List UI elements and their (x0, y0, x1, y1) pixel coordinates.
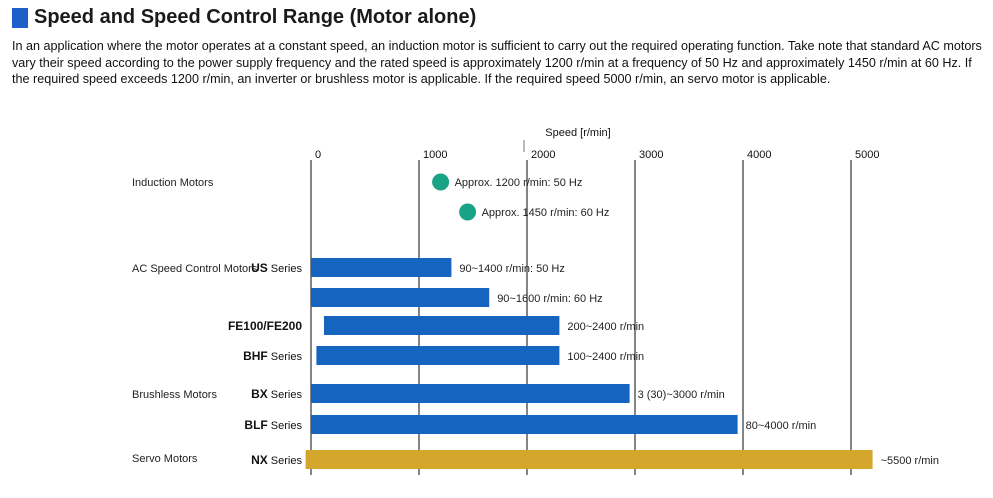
tick-label: 4000 (747, 149, 771, 161)
title-marker (12, 7, 28, 28)
point-label: Approx. 1450 r/min: 60 Hz (482, 207, 610, 219)
bar (311, 415, 738, 434)
bar-label: 90~1600 r/min: 60 Hz (497, 293, 602, 305)
series-label: BHF Series (243, 349, 302, 363)
group-label: Brushless Motors (132, 389, 217, 401)
series-suffix: Series (268, 420, 303, 432)
tick-label: 3000 (639, 149, 663, 161)
bar-label: 100~2400 r/min (567, 351, 644, 363)
bar (305, 450, 873, 469)
bar-label: ~5500 r/min (881, 455, 939, 467)
tick-label: 5000 (855, 149, 879, 161)
series-suffix: Series (268, 455, 303, 467)
tick-label: 1000 (423, 149, 447, 161)
bar (311, 384, 630, 403)
series-name: NX (251, 453, 268, 467)
bar (323, 316, 560, 335)
group-label: Servo Motors (132, 453, 198, 465)
series-suffix: Series (268, 263, 303, 275)
series-label: BX Series (251, 387, 302, 401)
group-label: AC Speed Control Motors (132, 263, 258, 275)
title-text: Speed and Speed Control Range (Motor alo… (34, 6, 477, 28)
tick-label: 0 (315, 149, 321, 161)
group-label: Induction Motors (132, 177, 214, 189)
bar-label: 80~4000 r/min (746, 420, 817, 432)
axis-title: Speed [r/min] (545, 127, 610, 139)
series-name: BX (251, 387, 268, 401)
series-name: BLF (244, 418, 267, 432)
data-point (459, 203, 477, 221)
bar (311, 258, 452, 277)
series-label: FE100/FE200 (228, 319, 302, 333)
bar (316, 346, 560, 365)
data-point (432, 173, 450, 191)
series-name: FE100/FE200 (228, 319, 302, 333)
tick-label: 2000 (531, 149, 555, 161)
page-title: Speed and Speed Control Range (Motor alo… (12, 6, 476, 29)
series-label: US Series (251, 261, 302, 275)
bar-label: 200~2400 r/min (567, 321, 644, 333)
bar-label: 3 (30)~3000 r/min (638, 389, 725, 401)
series-name: BHF (243, 349, 268, 363)
series-label: BLF Series (244, 418, 302, 432)
description-text: In an application where the motor operat… (12, 39, 982, 86)
series-name: US (251, 261, 268, 275)
bar (311, 288, 490, 307)
bar-label: 90~1400 r/min: 50 Hz (459, 263, 564, 275)
series-label: NX Series (251, 453, 302, 467)
series-suffix: Series (268, 389, 303, 401)
series-suffix: Series (268, 351, 303, 363)
point-label: Approx. 1200 r/min: 50 Hz (455, 177, 583, 189)
